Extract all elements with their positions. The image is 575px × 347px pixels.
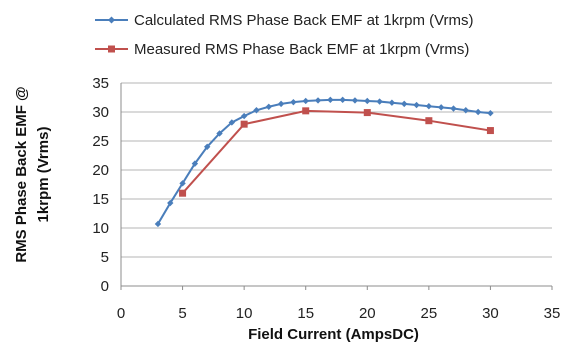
x-tick-label: 25 [421, 305, 438, 322]
x-tick-label: 15 [297, 305, 314, 322]
series-2 [179, 107, 494, 197]
data-point [425, 103, 433, 110]
x-tick-labels: 0 5 10 15 20 25 30 35 [117, 305, 561, 322]
data-point [216, 130, 223, 137]
y-tick-label: 10 [92, 220, 109, 237]
data-point [364, 97, 371, 105]
data-point [486, 127, 494, 135]
legend-label: Measured RMS Phase Back EMF at 1krpm (Vr… [134, 41, 469, 58]
data-point [253, 107, 260, 114]
x-tick-label: 5 [178, 305, 186, 322]
data-point [327, 96, 334, 104]
data-point [351, 97, 359, 104]
x-tick-label: 30 [482, 305, 499, 322]
data-point [376, 98, 383, 105]
data-point [204, 143, 211, 150]
data-point [290, 98, 297, 106]
series-layer [154, 96, 494, 228]
legend-entry-2: Measured RMS Phase Back EMF at 1krpm (Vr… [95, 41, 469, 58]
data-point [462, 107, 469, 114]
legend-entry-1: Calculated RMS Phase Back EMF at 1krpm (… [95, 12, 474, 29]
data-point [425, 117, 433, 125]
x-tick-label: 35 [544, 305, 561, 322]
data-point [363, 109, 371, 117]
y-tick-label: 25 [92, 133, 109, 150]
data-point [413, 101, 420, 109]
data-point [487, 109, 494, 117]
data-point [167, 199, 174, 207]
legend-marker [108, 45, 115, 53]
y-axis-title: RMS Phase Back EMF @ 1krpm (Vrms) [13, 86, 52, 262]
data-point [179, 189, 187, 197]
data-point [401, 100, 408, 108]
y-axis-title-line1: RMS Phase Back EMF @ [13, 86, 30, 262]
series-line [181, 109, 491, 194]
x-tick-label: 10 [236, 305, 253, 322]
data-point [265, 103, 272, 110]
data-point [302, 97, 309, 105]
y-tick-label: 20 [92, 162, 109, 179]
data-point [474, 108, 482, 116]
data-point [240, 112, 248, 120]
y-tick-label: 15 [92, 191, 109, 208]
data-point [154, 220, 162, 228]
y-axis-title-line2: 1krpm (Vrms) [35, 127, 52, 223]
legend-marker [108, 16, 115, 24]
series-line [157, 98, 491, 225]
x-tick-label: 20 [359, 305, 376, 322]
y-tick-label: 30 [92, 104, 109, 121]
data-point [339, 96, 346, 104]
data-point [314, 97, 322, 104]
gridlines [121, 82, 552, 258]
y-tick-labels: 0 5 10 15 20 25 30 35 [92, 75, 109, 295]
data-point [179, 180, 186, 187]
y-tick-label: 35 [92, 75, 109, 92]
legend: Calculated RMS Phase Back EMF at 1krpm (… [95, 12, 474, 58]
data-point [388, 99, 396, 106]
data-point [277, 100, 285, 108]
y-tick-label: 5 [101, 249, 109, 266]
series-1 [154, 96, 494, 228]
legend-label: Calculated RMS Phase Back EMF at 1krpm (… [134, 12, 474, 29]
data-point [240, 120, 248, 128]
data-point [450, 105, 457, 112]
data-point [191, 160, 199, 167]
x-tick-label: 0 [117, 305, 125, 322]
y-tick-label: 0 [101, 278, 109, 295]
axes [120, 83, 553, 290]
x-axis-title: Field Current (AmpsDC) [248, 326, 419, 343]
data-point [302, 107, 310, 115]
data-point [437, 104, 445, 111]
data-point [228, 119, 236, 126]
